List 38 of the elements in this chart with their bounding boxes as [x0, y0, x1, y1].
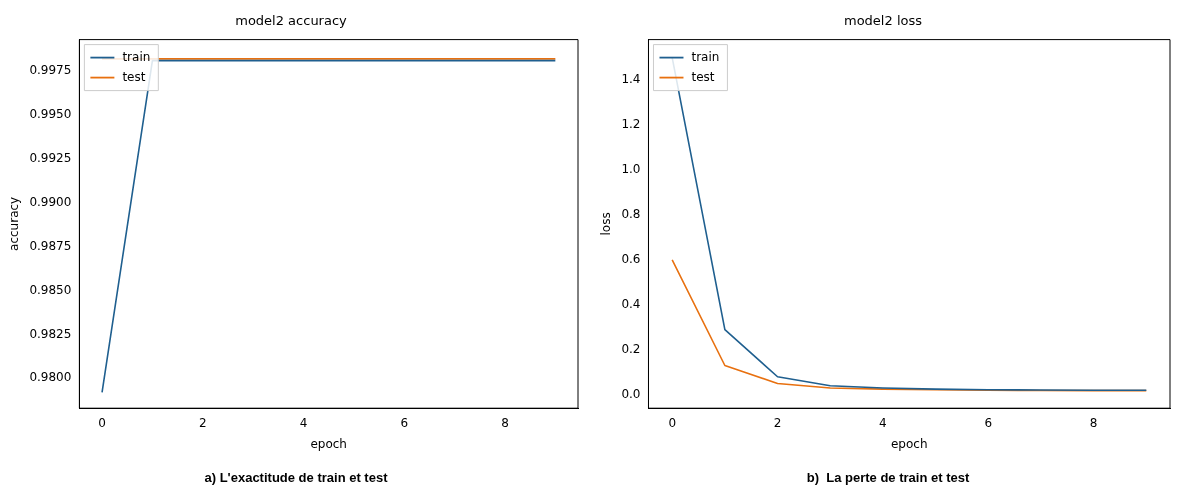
chart-title: model2 loss: [844, 13, 923, 29]
y-tick-label: 1.0: [621, 162, 641, 177]
x-tick-label: 6: [400, 415, 409, 430]
chart-title: model2 accuracy: [235, 13, 348, 29]
legend-label: test: [122, 69, 146, 84]
y-tick-label: 0.0: [621, 386, 641, 401]
x-axis-title: epoch: [310, 436, 347, 451]
x-tick-label: 0: [98, 415, 106, 430]
y-tick-label: 1.2: [621, 117, 641, 132]
y-tick-label: 0.8: [621, 207, 641, 222]
y-tick-label: 0.9975: [29, 63, 72, 78]
x-axis-title: epoch: [890, 436, 928, 451]
y-tick-label: 0.9875: [29, 238, 72, 253]
legend-label: train: [122, 49, 151, 64]
y-tick-label: 0.9900: [29, 194, 72, 209]
text: b) La perte de train et test: [805, 470, 971, 485]
y-tick-label: 0.9800: [29, 370, 72, 385]
legend-label: test: [691, 69, 715, 84]
y-tick-label: 0.9950: [29, 107, 72, 122]
y-tick-label: 0.9825: [29, 326, 72, 341]
y-tick-label: 0.9925: [29, 151, 72, 166]
y-tick-label: 0.6: [621, 251, 641, 266]
x-tick-label: 4: [879, 415, 887, 430]
x-tick-label: 2: [773, 415, 782, 430]
x-tick-label: 2: [198, 415, 207, 430]
legend-label: train: [691, 49, 720, 64]
x-tick-label: 8: [501, 415, 509, 430]
x-tick-label: 6: [984, 415, 993, 430]
y-tick-label: 0.9850: [29, 282, 72, 297]
y-tick-label: 1.4: [621, 72, 641, 87]
y-tick-label: 0.4: [621, 296, 641, 311]
x-tick-label: 8: [1089, 415, 1098, 430]
y-axis-title: loss: [599, 212, 614, 236]
text: a) L'exactitude de train et test: [203, 470, 389, 485]
x-tick-label: 4: [299, 415, 308, 430]
x-tick-label: 0: [668, 415, 677, 430]
y-axis-title: accuracy: [7, 196, 22, 251]
y-tick-label: 0.2: [621, 341, 641, 356]
